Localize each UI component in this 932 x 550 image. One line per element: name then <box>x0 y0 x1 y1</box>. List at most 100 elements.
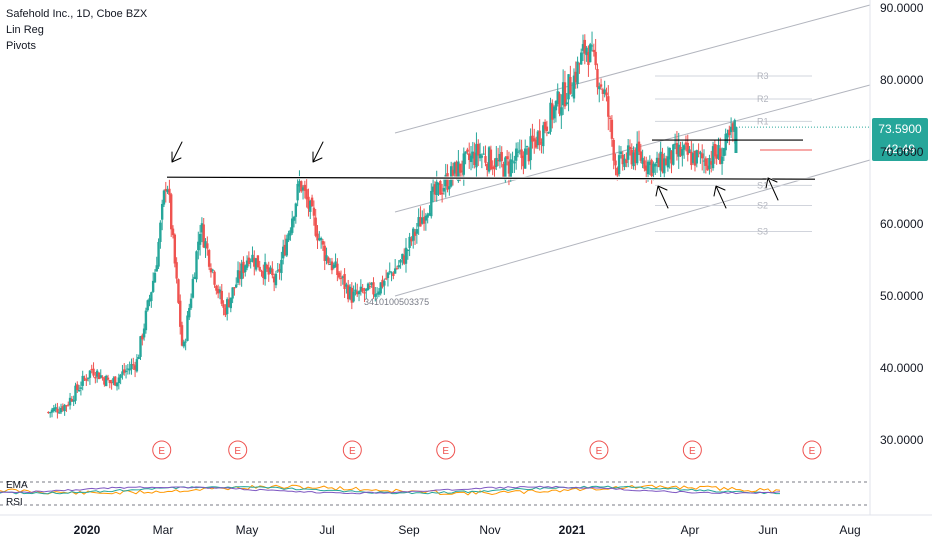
pivot-label: S2 <box>757 201 768 211</box>
candle-body <box>650 160 653 177</box>
candle-body <box>368 286 372 288</box>
candle-body <box>424 215 428 221</box>
x-tick-label: May <box>235 523 259 537</box>
candle-body <box>350 287 354 303</box>
candle-body <box>262 271 265 279</box>
candle-body <box>88 370 92 378</box>
candle-body <box>189 298 193 308</box>
candle-body <box>599 84 603 87</box>
candle-body <box>529 136 532 161</box>
anchor-label: 3410100503375 <box>364 297 429 307</box>
candle-body <box>484 156 487 163</box>
candle-body <box>482 153 485 155</box>
candle-body <box>596 68 599 88</box>
earnings-marker[interactable]: E <box>802 440 822 460</box>
candle-body <box>666 156 670 168</box>
candle-body <box>477 143 480 156</box>
candle-body <box>430 190 433 217</box>
candle-body <box>610 119 614 139</box>
candle-body <box>460 170 464 172</box>
candle-body <box>354 289 357 292</box>
candle-body <box>608 117 612 119</box>
candle-body <box>79 387 83 389</box>
candle-body <box>206 243 209 249</box>
linreg-line <box>394 84 871 213</box>
candle-body <box>348 286 352 299</box>
support-line <box>166 176 816 180</box>
candle-body <box>410 238 413 242</box>
candle-body <box>269 267 272 273</box>
candle-body <box>72 400 75 402</box>
candle-body <box>294 203 298 217</box>
candle-body <box>139 336 142 357</box>
candle-body <box>518 150 521 152</box>
candle-body <box>641 157 644 164</box>
earnings-marker[interactable]: E <box>152 440 172 460</box>
candle-body <box>670 150 673 164</box>
candle-body <box>209 268 213 273</box>
candle-body <box>489 149 493 170</box>
earnings-letter: E <box>596 446 603 457</box>
candle-body <box>449 166 453 187</box>
earnings-marker[interactable]: E <box>589 440 609 460</box>
candle-body <box>330 261 334 271</box>
pivot-label: R1 <box>757 116 769 126</box>
candle-body <box>247 257 251 264</box>
candle-body <box>522 155 525 167</box>
candle-body <box>444 174 447 187</box>
earnings-marker[interactable]: E <box>342 440 362 460</box>
symbol-title: Safehold Inc., 1D, Cboe BZX <box>6 8 148 20</box>
candle-body <box>310 197 314 207</box>
candle-body <box>106 377 110 380</box>
candle-body <box>225 299 229 315</box>
indicator-linreg-label[interactable]: Lin Reg <box>6 24 44 36</box>
candle-body <box>419 217 422 227</box>
candle-body <box>711 146 715 169</box>
earnings-letter: E <box>349 446 356 457</box>
bar-countdown: 42:49 <box>884 142 916 156</box>
candle-body <box>325 255 328 261</box>
candle-body <box>146 300 149 311</box>
candle-body <box>202 224 205 248</box>
candle-body <box>242 261 245 273</box>
candle-body <box>493 165 496 170</box>
candle-body <box>253 257 256 267</box>
candle-body <box>576 61 579 84</box>
y-tick-label: 40.0000 <box>880 361 924 375</box>
candle-body <box>498 153 502 162</box>
candle-body <box>68 397 72 406</box>
candle-body <box>384 278 388 280</box>
candle-body <box>254 258 258 270</box>
candle-body <box>397 265 400 268</box>
candle-body <box>677 144 680 157</box>
candle-body <box>164 188 167 192</box>
candle-body <box>713 143 717 157</box>
candle-body <box>280 259 283 274</box>
candle-body <box>646 161 650 175</box>
earnings-marker[interactable]: E <box>228 440 248 460</box>
candle-body <box>661 153 664 172</box>
linreg-line <box>394 4 871 134</box>
candle-body <box>681 149 684 156</box>
candle-body <box>701 153 704 159</box>
candle-body <box>533 138 536 142</box>
candle-body <box>579 52 583 65</box>
candle-body <box>103 377 106 385</box>
candle-body <box>731 123 735 131</box>
earnings-marker[interactable]: E <box>436 440 456 460</box>
candle-body <box>271 268 274 276</box>
indicator-pivots-label[interactable]: Pivots <box>6 40 36 52</box>
candle-body <box>543 121 547 130</box>
candle-body <box>663 158 666 174</box>
y-tick-label: 50.0000 <box>880 289 924 303</box>
candle-body <box>708 158 711 169</box>
candle-body <box>672 144 675 165</box>
candle-body <box>67 404 70 406</box>
candle-body <box>570 95 574 97</box>
candle-body <box>159 222 162 243</box>
earnings-marker[interactable]: E <box>682 440 702 460</box>
y-tick-label: 70.0000 <box>880 145 924 159</box>
candle-body <box>281 246 285 259</box>
candle-body <box>688 149 691 154</box>
